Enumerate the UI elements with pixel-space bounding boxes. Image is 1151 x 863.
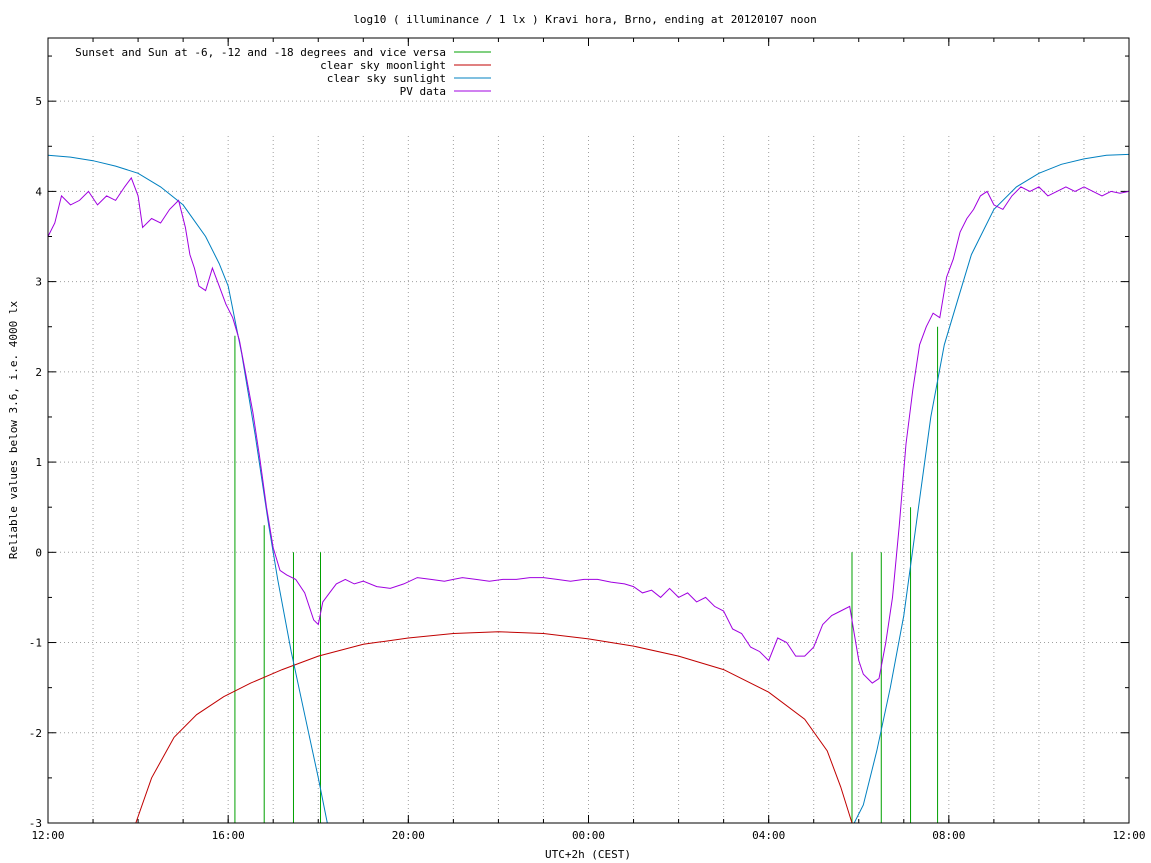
legend-label: Sunset and Sun at -6, -12 and -18 degree… (75, 46, 446, 59)
y-tick-label: 2 (35, 366, 42, 379)
y-tick-label: 0 (35, 546, 42, 559)
x-tick-label: 04:00 (752, 829, 785, 842)
legend-label: PV data (400, 85, 446, 98)
series-line-pv-data (48, 176, 1129, 684)
legend-label: clear sky moonlight (320, 59, 446, 72)
x-tick-label: 20:00 (392, 829, 425, 842)
y-tick-label: 5 (35, 95, 42, 108)
y-tick-label: 4 (35, 185, 42, 198)
x-tick-label: 08:00 (932, 829, 965, 842)
grid (48, 100, 1129, 823)
axis-ticks: 12:00 16:00 20:00 00:00 04:00 08:00 12:00-3-2-… (29, 38, 1146, 842)
y-tick-label: 3 (35, 276, 42, 289)
series-lines (48, 153, 1129, 823)
series-line-clear-sky-moonlight (135, 631, 853, 823)
x-tick-label: 12:00 (1112, 829, 1145, 842)
y-tick-label: -3 (29, 817, 42, 830)
legend-label: clear sky sunlight (327, 72, 446, 85)
y-tick-label: -1 (29, 637, 42, 650)
x-axis-label: UTC+2h (CEST) (545, 848, 631, 861)
y-tick-label: 1 (35, 456, 42, 469)
x-tick-label: 12:00 (31, 829, 64, 842)
x-tick-label: 16:00 (212, 829, 245, 842)
series-group (48, 153, 1129, 823)
legend: Sunset and Sun at -6, -12 and -18 degree… (75, 46, 491, 98)
plot-frame (47, 37, 1130, 824)
y-tick-label: -2 (29, 727, 42, 740)
y-axis-label: Reliable values below 3.6, i.e. 4000 lx (7, 300, 20, 559)
series-line-clear-sky-sunlight (48, 153, 1129, 823)
chart-title: log10 ( illuminance / 1 lx ) Kravi hora,… (353, 13, 817, 26)
x-tick-label: 00:00 (572, 829, 605, 842)
